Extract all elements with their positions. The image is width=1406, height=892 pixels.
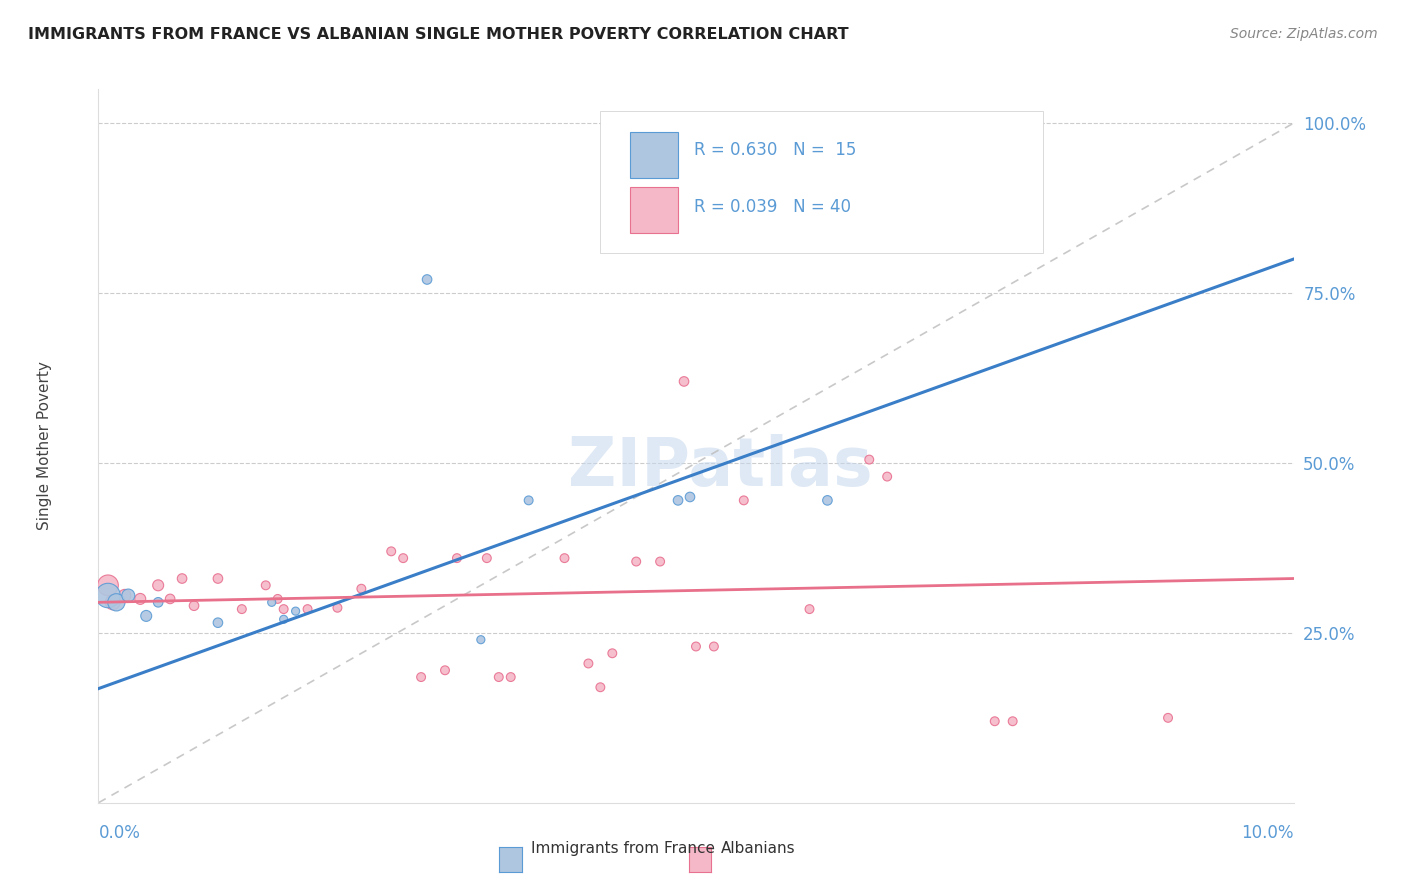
Point [117, 589, 139, 603]
FancyBboxPatch shape [600, 111, 1043, 253]
Text: 10.0%: 10.0% [1241, 824, 1294, 842]
Point [326, 600, 349, 615]
Point [411, 670, 433, 684]
Point [626, 555, 648, 569]
Text: R = 0.630   N =  15: R = 0.630 N = 15 [693, 141, 856, 159]
Point [470, 632, 492, 647]
Point [207, 572, 229, 586]
Point [135, 608, 157, 623]
Bar [630, 187, 678, 234]
Point [129, 591, 152, 606]
Point [101, 595, 124, 609]
Point [876, 469, 898, 483]
Point [1001, 714, 1024, 729]
Point [488, 670, 510, 684]
Point [148, 578, 170, 592]
Point [97, 589, 120, 603]
Point [578, 657, 600, 671]
Point [297, 602, 319, 616]
Text: Albanians: Albanians [721, 841, 796, 855]
Point [602, 646, 624, 660]
Point [273, 612, 295, 626]
Point [650, 555, 672, 569]
Point [380, 544, 402, 558]
Point [446, 551, 468, 566]
Point [475, 551, 498, 566]
Point [260, 595, 283, 609]
Text: Source: ZipAtlas.com: Source: ZipAtlas.com [1230, 27, 1378, 41]
Point [183, 599, 205, 613]
Point [416, 272, 439, 286]
Point [799, 602, 821, 616]
Point [589, 680, 612, 694]
Point [733, 493, 755, 508]
Point [517, 493, 540, 508]
Point [1157, 711, 1180, 725]
Point [673, 375, 696, 389]
Point [267, 591, 290, 606]
Point [114, 589, 136, 603]
Point [159, 591, 181, 606]
Text: 0.0%: 0.0% [98, 824, 141, 842]
Point [284, 604, 307, 618]
Point [350, 582, 373, 596]
Text: R = 0.039   N = 40: R = 0.039 N = 40 [693, 198, 851, 216]
Text: Single Mother Poverty: Single Mother Poverty [37, 361, 52, 531]
Point [172, 572, 194, 586]
Point [554, 551, 576, 566]
Point [679, 490, 702, 504]
Point [685, 640, 707, 654]
Point [666, 493, 689, 508]
Text: Immigrants from France: Immigrants from France [531, 841, 716, 855]
Point [148, 595, 170, 609]
Point [703, 640, 725, 654]
Point [392, 551, 415, 566]
Point [984, 714, 1007, 729]
Point [231, 602, 253, 616]
Point [815, 493, 838, 508]
Text: IMMIGRANTS FROM FRANCE VS ALBANIAN SINGLE MOTHER POVERTY CORRELATION CHART: IMMIGRANTS FROM FRANCE VS ALBANIAN SINGL… [28, 27, 849, 42]
Point [105, 595, 128, 609]
Text: ZIPatlas: ZIPatlas [568, 434, 872, 500]
Point [207, 615, 229, 630]
Point [499, 670, 522, 684]
Point [97, 578, 120, 592]
Point [858, 452, 880, 467]
Point [434, 663, 457, 677]
Bar [630, 132, 678, 178]
Point [273, 602, 295, 616]
Point [254, 578, 277, 592]
